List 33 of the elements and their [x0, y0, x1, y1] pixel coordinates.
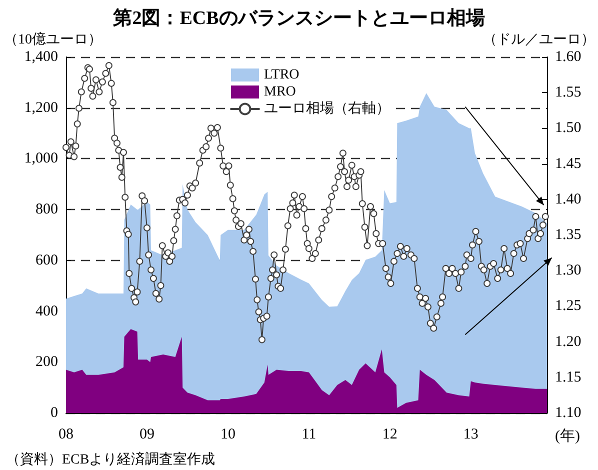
y2-tick-label: 1.55	[555, 84, 582, 101]
chart-title: 第2図：ECBのバランスシートとユーロ相場	[112, 7, 485, 29]
y-tick-label: 800	[36, 202, 58, 218]
y2-tick-label: 1.10	[555, 405, 582, 421]
y-tick-label: 0	[50, 405, 58, 421]
x-tick-label: 13	[463, 426, 478, 442]
y-tick-label: 1,200	[24, 100, 58, 116]
x-tick-label: 12	[382, 426, 398, 442]
x-tick-label: 08	[58, 426, 74, 442]
text: （資料）ECBより経済調査室作成	[6, 452, 216, 468]
y-tick-label: 200	[36, 354, 58, 370]
y-axis-title: （10億ユーロ）	[4, 32, 102, 48]
legend-label: MRO	[264, 84, 296, 100]
y2-tick-label: 1.15	[555, 369, 582, 386]
x-tick-label: 11	[302, 426, 316, 442]
y2-tick-label: 1.35	[555, 227, 582, 243]
legend-label: LTRO	[264, 68, 300, 82]
y-tick-label: 400	[36, 303, 58, 320]
y2-tick-label: 1.60	[555, 49, 582, 65]
y2-tick-label: 1.45	[555, 156, 582, 172]
y2-tick-label: 1.20	[555, 334, 582, 350]
y-tick-label: 600	[36, 252, 58, 268]
y2-tick-label: 1.30	[555, 262, 582, 279]
x-tick-label: 09	[139, 426, 154, 442]
x-axis-title: (年)	[555, 428, 580, 444]
y2-axis-title: （ドル／ユーロ）	[483, 32, 595, 48]
y-tick-label: 1,400	[24, 49, 58, 65]
legend-label: ユーロ相場（右軸）	[264, 100, 390, 116]
x-tick-label: 10	[220, 426, 236, 442]
y2-tick-label: 1.40	[555, 191, 582, 208]
y2-tick-label: 1.25	[555, 298, 582, 314]
y-tick-label: 1,000	[24, 150, 58, 167]
y2-tick-label: 1.50	[555, 120, 582, 136]
